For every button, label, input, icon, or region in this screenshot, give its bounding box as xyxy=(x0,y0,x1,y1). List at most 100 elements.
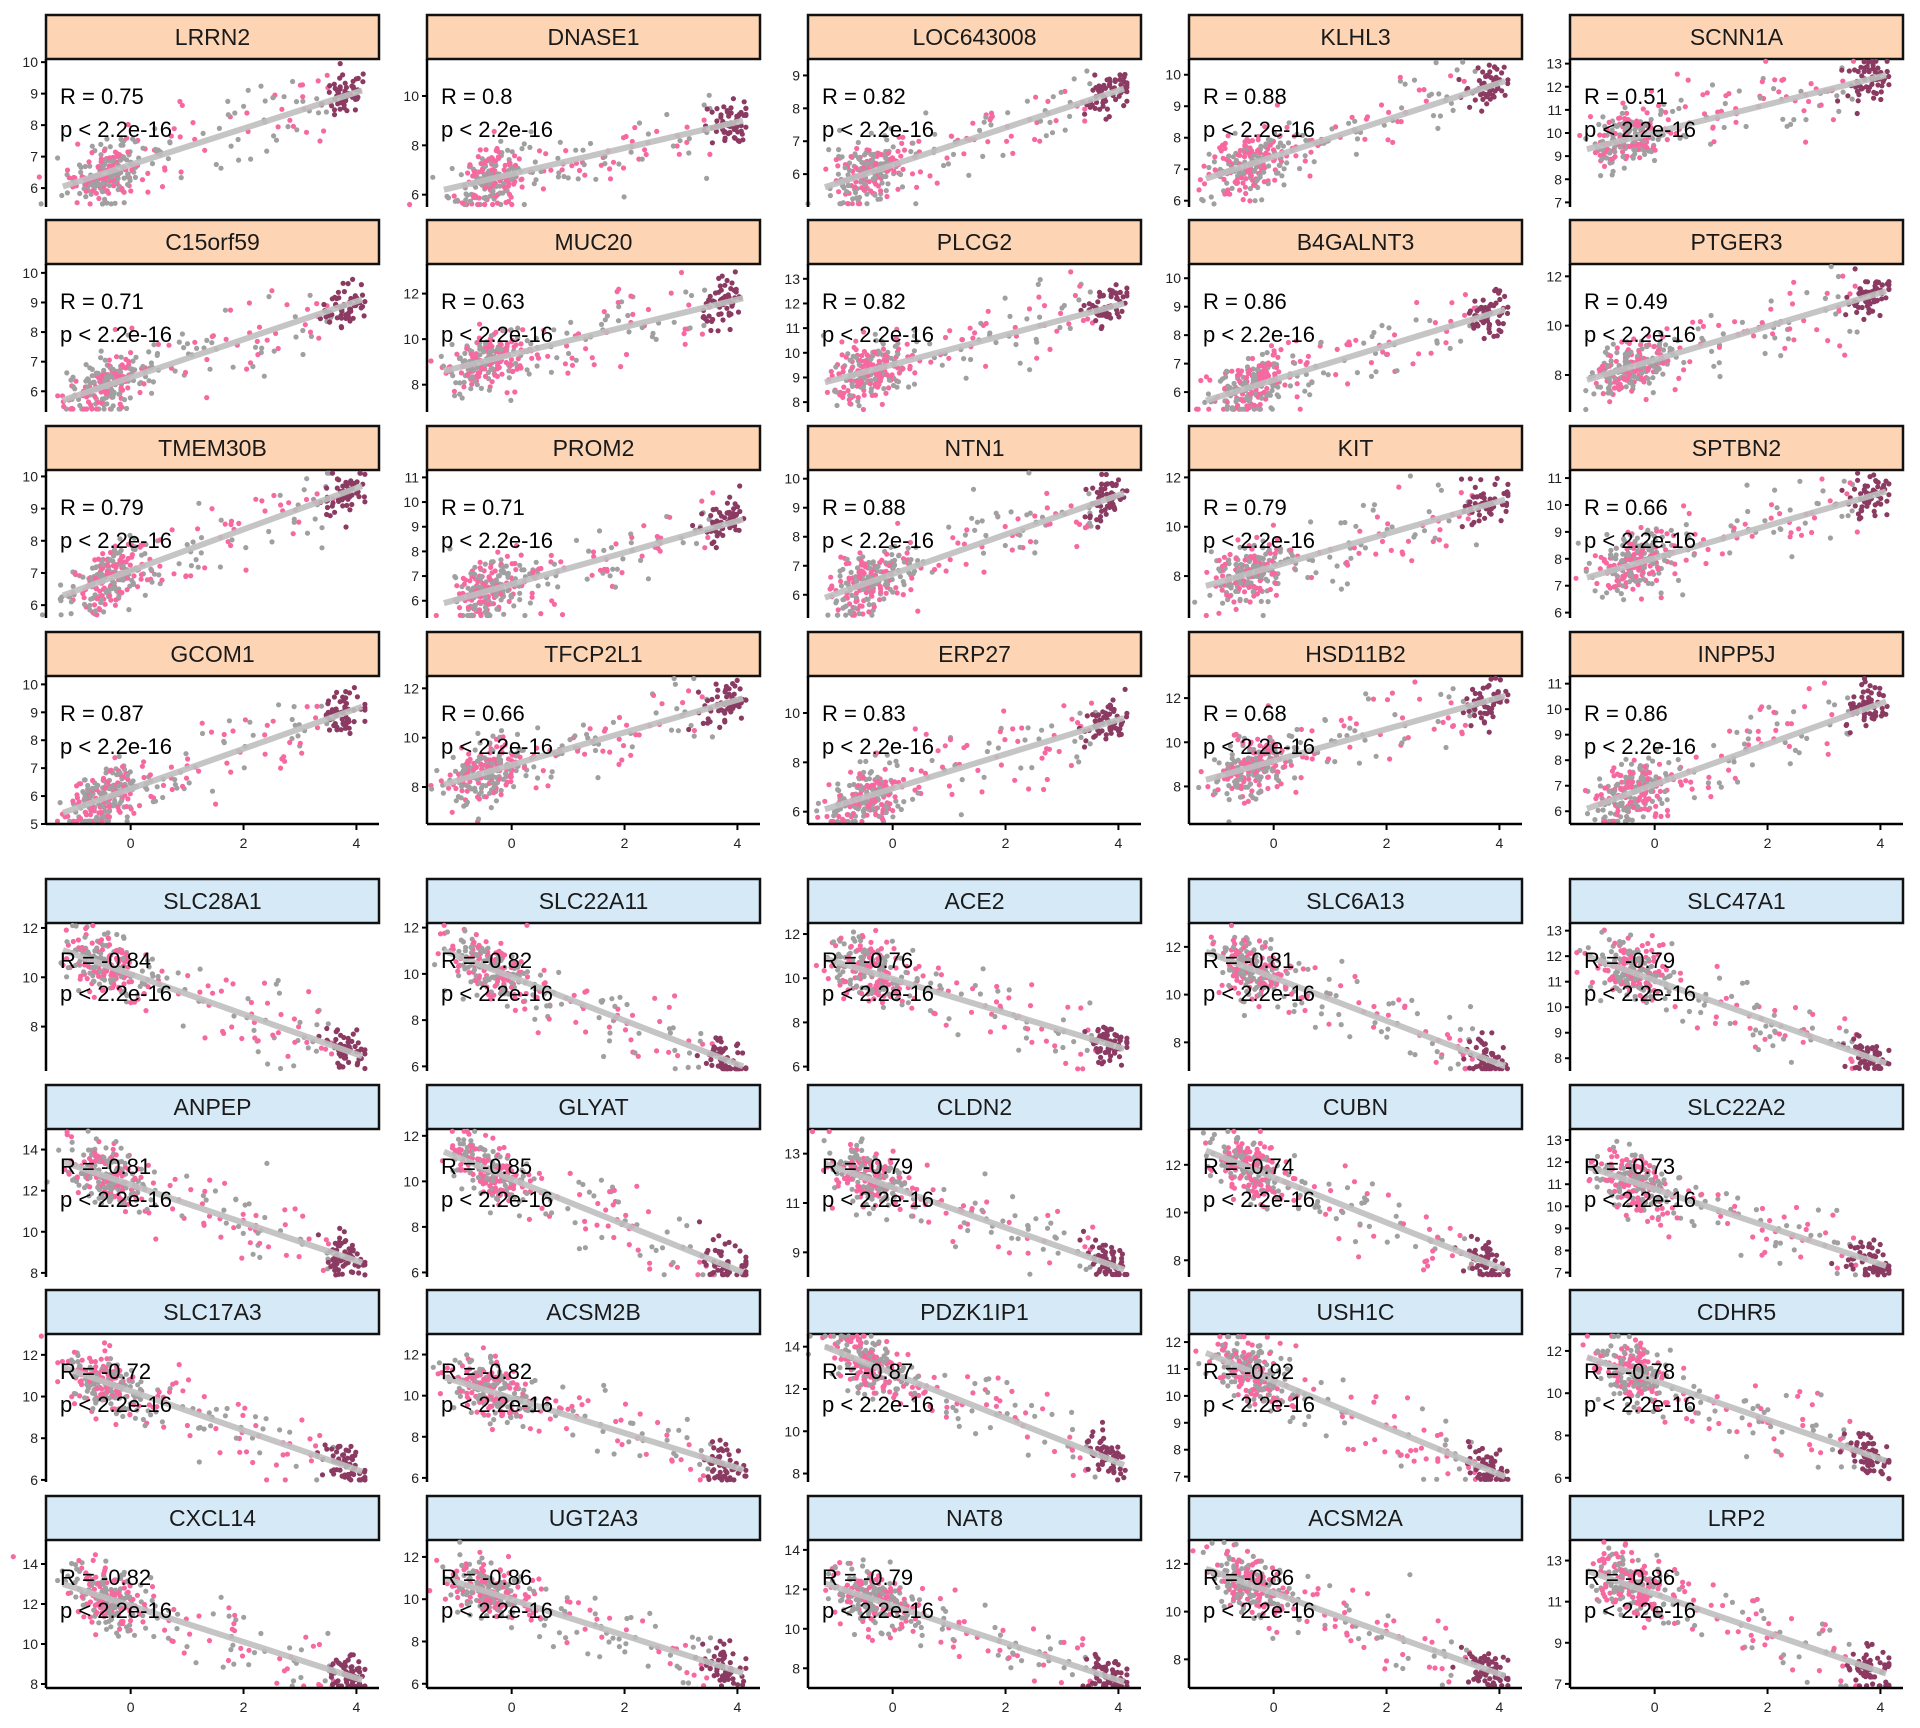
data-point xyxy=(1243,375,1250,381)
data-point xyxy=(104,136,110,142)
data-point xyxy=(1017,360,1023,366)
data-point xyxy=(854,145,860,152)
data-point xyxy=(101,406,107,412)
data-point xyxy=(1201,163,1207,169)
data-point xyxy=(1086,301,1092,307)
data-point xyxy=(1120,294,1126,300)
data-point xyxy=(1721,124,1727,131)
data-point xyxy=(499,371,505,377)
data-point xyxy=(512,162,519,168)
p-value: p < 2.2e-16 xyxy=(441,322,553,347)
data-point xyxy=(737,483,743,489)
data-point xyxy=(489,559,495,565)
data-point xyxy=(907,363,913,369)
data-point xyxy=(1267,586,1273,593)
data-point xyxy=(917,169,924,175)
data-point xyxy=(684,139,690,145)
facet-strip xyxy=(425,13,762,61)
data-point xyxy=(475,201,481,208)
data-point xyxy=(254,338,260,344)
data-point xyxy=(1710,125,1716,131)
y-tick-label: 9 xyxy=(792,369,800,385)
data-point xyxy=(628,540,634,546)
data-point xyxy=(1037,138,1043,144)
data-point xyxy=(1842,352,1848,358)
data-point xyxy=(1216,557,1222,564)
data-point xyxy=(270,95,276,101)
data-point xyxy=(1242,184,1248,190)
data-point xyxy=(895,520,901,526)
data-point xyxy=(852,184,858,190)
data-point xyxy=(303,496,310,503)
r-value: R = 0.51 xyxy=(1584,84,1668,109)
data-point xyxy=(616,161,622,167)
data-point xyxy=(1362,136,1368,142)
data-point xyxy=(100,562,106,568)
p-value: p < 2.2e-16 xyxy=(1203,117,1315,142)
points xyxy=(36,61,366,207)
data-point xyxy=(864,596,870,602)
data-point xyxy=(119,187,125,193)
data-point xyxy=(83,362,89,368)
data-point xyxy=(587,140,594,147)
data-point xyxy=(1772,335,1778,341)
data-point xyxy=(492,163,498,169)
data-point xyxy=(243,567,249,573)
data-point xyxy=(1297,166,1303,172)
data-point xyxy=(66,175,72,181)
data-point xyxy=(489,580,495,586)
data-point xyxy=(1762,334,1768,340)
data-point xyxy=(844,556,850,562)
data-point xyxy=(843,603,849,609)
data-point xyxy=(1244,563,1250,569)
data-point xyxy=(498,591,504,597)
data-point xyxy=(731,506,737,512)
data-point xyxy=(98,566,104,573)
data-point xyxy=(1486,326,1492,332)
data-point xyxy=(1855,98,1861,104)
data-point xyxy=(472,564,478,570)
data-point xyxy=(1082,111,1088,117)
data-point xyxy=(620,165,627,171)
data-point xyxy=(343,524,349,530)
data-point xyxy=(654,128,660,134)
data-point xyxy=(1098,312,1104,318)
data-point xyxy=(947,557,953,563)
data-point xyxy=(1621,165,1627,171)
data-point xyxy=(317,138,323,144)
data-point xyxy=(266,294,272,300)
data-point xyxy=(988,122,994,128)
data-point xyxy=(848,569,854,576)
data-point xyxy=(1386,325,1392,331)
data-point xyxy=(532,159,538,165)
data-point xyxy=(102,601,108,607)
data-point xyxy=(1613,358,1619,364)
data-point xyxy=(979,518,985,524)
data-point xyxy=(1660,371,1666,377)
data-point xyxy=(893,585,899,591)
data-point xyxy=(726,310,732,316)
data-point xyxy=(1113,282,1119,288)
data-point xyxy=(533,559,539,565)
data-point xyxy=(1223,374,1229,380)
data-point xyxy=(1630,155,1636,161)
data-point xyxy=(1047,346,1053,352)
data-point xyxy=(1852,266,1858,272)
data-point xyxy=(860,406,867,413)
data-point xyxy=(1124,89,1130,95)
data-point xyxy=(843,580,849,586)
data-point xyxy=(1302,153,1308,159)
data-point xyxy=(329,470,336,476)
data-point xyxy=(1192,599,1198,605)
data-point xyxy=(1249,355,1256,362)
data-point xyxy=(1462,312,1468,318)
data-point xyxy=(286,500,292,506)
data-point xyxy=(738,109,744,116)
data-point xyxy=(1884,58,1890,64)
data-point xyxy=(1720,331,1726,337)
data-point xyxy=(93,564,99,570)
data-point xyxy=(1623,384,1629,390)
data-point xyxy=(977,127,983,133)
regression-line xyxy=(61,296,364,404)
data-point xyxy=(145,170,151,176)
